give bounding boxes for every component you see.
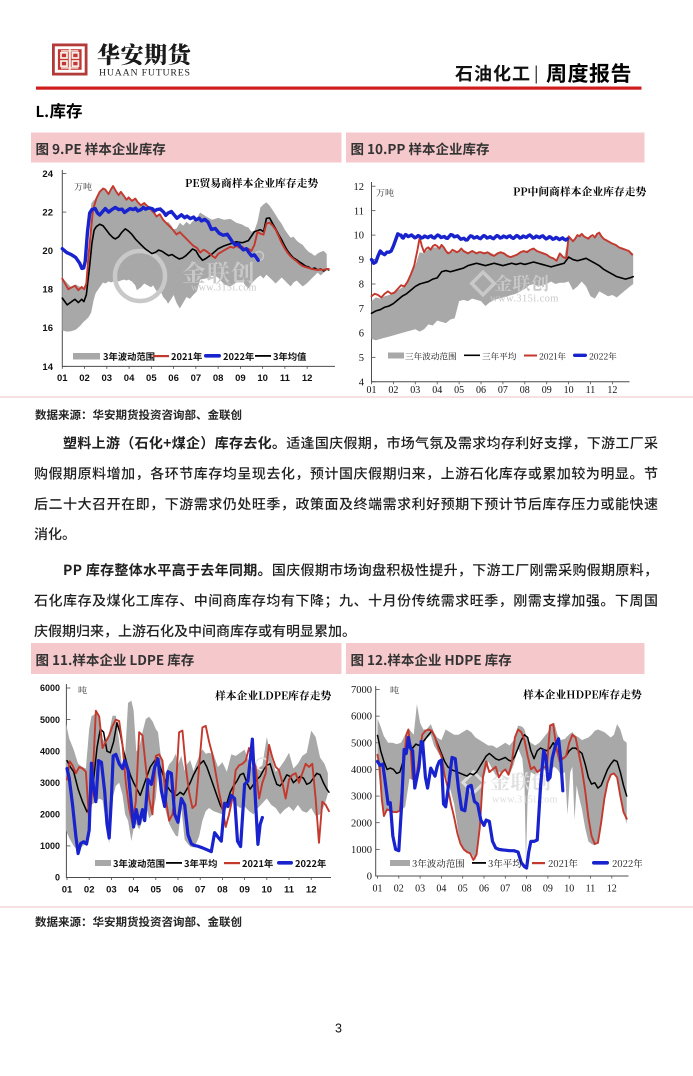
svg-text:4000: 4000	[351, 765, 372, 776]
svg-text:06: 06	[173, 885, 184, 896]
svg-text:11: 11	[586, 884, 596, 895]
svg-text:10: 10	[257, 373, 268, 384]
svg-text:18: 18	[42, 285, 53, 296]
svg-text:08: 08	[213, 373, 224, 384]
svg-text:2000: 2000	[40, 810, 60, 820]
svg-text:07: 07	[500, 884, 510, 895]
svg-text:12: 12	[607, 884, 617, 895]
svg-text:1000: 1000	[351, 845, 372, 856]
svg-text:6: 6	[359, 329, 364, 340]
svg-text:4000: 4000	[40, 746, 60, 756]
svg-text:03: 03	[102, 373, 113, 384]
svg-text:04: 04	[436, 884, 446, 895]
svg-text:10: 10	[354, 231, 365, 242]
svg-text:10: 10	[564, 884, 574, 895]
svg-text:08: 08	[217, 885, 228, 896]
svg-text:0: 0	[55, 873, 60, 883]
svg-text:07: 07	[191, 373, 202, 384]
svg-text:14: 14	[42, 362, 53, 373]
svg-text:09: 09	[235, 373, 246, 384]
svg-text:7: 7	[359, 304, 364, 315]
svg-text:03: 03	[415, 884, 425, 895]
svg-text:12: 12	[607, 385, 617, 396]
svg-text:3000: 3000	[351, 792, 372, 803]
svg-text:05: 05	[151, 885, 162, 896]
svg-text:06: 06	[479, 884, 489, 895]
svg-text:www.315i.com: www.315i.com	[191, 283, 257, 294]
svg-text:01: 01	[373, 884, 383, 895]
svg-text:06: 06	[476, 385, 486, 396]
svg-text:3: 3	[335, 1022, 342, 1036]
svg-text:8: 8	[359, 280, 364, 291]
svg-text:9: 9	[359, 255, 364, 266]
svg-text:3000: 3000	[40, 778, 60, 788]
svg-text:5000: 5000	[351, 738, 372, 749]
svg-text:4: 4	[359, 377, 365, 388]
svg-text:03: 03	[410, 385, 420, 396]
svg-text:01: 01	[62, 885, 73, 896]
svg-text:24: 24	[42, 169, 53, 180]
svg-text:02: 02	[394, 884, 404, 895]
svg-text:6000: 6000	[351, 712, 372, 723]
svg-text:11: 11	[284, 885, 295, 896]
svg-text:04: 04	[128, 885, 139, 896]
svg-text:05: 05	[454, 385, 464, 396]
svg-text:22: 22	[42, 207, 53, 218]
svg-text:11: 11	[354, 206, 364, 217]
svg-text:06: 06	[168, 373, 179, 384]
svg-text:02: 02	[388, 385, 398, 396]
svg-text:5000: 5000	[40, 715, 60, 725]
svg-text:04: 04	[432, 385, 442, 396]
svg-text:07: 07	[195, 885, 206, 896]
svg-text:12: 12	[302, 373, 313, 384]
svg-text:6000: 6000	[40, 683, 60, 693]
svg-text:02: 02	[84, 885, 95, 896]
svg-text:08: 08	[520, 385, 530, 396]
svg-text:01: 01	[57, 373, 68, 384]
svg-text:7000: 7000	[351, 685, 372, 696]
svg-text:08: 08	[522, 884, 532, 895]
svg-text:20: 20	[42, 246, 53, 257]
svg-text:05: 05	[146, 373, 157, 384]
svg-text:09: 09	[543, 884, 553, 895]
svg-text:03: 03	[106, 885, 117, 896]
svg-text:10: 10	[262, 885, 273, 896]
svg-text:07: 07	[498, 385, 508, 396]
svg-text:5: 5	[359, 353, 364, 364]
svg-text:www.315i.com: www.315i.com	[492, 795, 558, 806]
svg-text:11: 11	[280, 373, 291, 384]
svg-text:09: 09	[542, 385, 552, 396]
svg-text:1000: 1000	[40, 841, 60, 851]
svg-text:HUAAN FUTURES: HUAAN FUTURES	[99, 68, 191, 79]
svg-text:11: 11	[586, 385, 596, 396]
svg-text:01: 01	[367, 385, 377, 396]
svg-text:0: 0	[367, 872, 372, 883]
svg-text:04: 04	[124, 373, 135, 384]
svg-text:12: 12	[354, 182, 365, 193]
svg-text:09: 09	[239, 885, 250, 896]
svg-text:2000: 2000	[351, 818, 372, 829]
svg-text:16: 16	[42, 323, 53, 334]
svg-text:10: 10	[564, 385, 574, 396]
svg-text:02: 02	[79, 373, 90, 384]
svg-text:05: 05	[458, 884, 468, 895]
svg-text:12: 12	[306, 885, 317, 896]
svg-text:www.315i.com: www.315i.com	[490, 294, 559, 305]
